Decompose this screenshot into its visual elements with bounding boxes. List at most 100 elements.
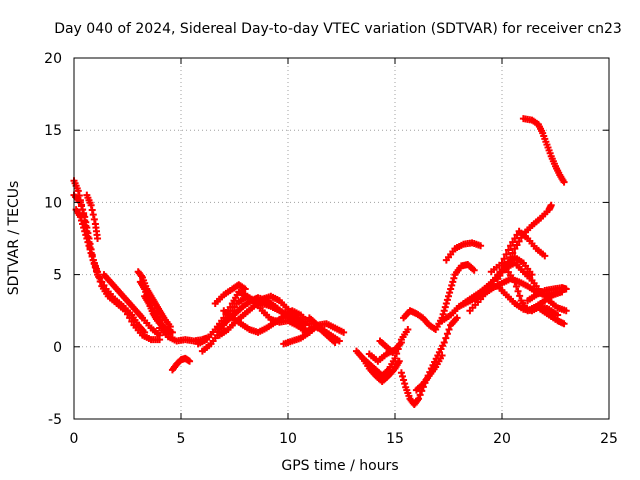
- data-point: [100, 281, 108, 289]
- data-point: [87, 249, 95, 257]
- data-point: [398, 372, 406, 380]
- data-point: [562, 307, 570, 315]
- data-point: [443, 330, 451, 338]
- data-point: [88, 253, 96, 261]
- data-point: [445, 292, 452, 300]
- data-point: [82, 231, 90, 239]
- data-point: [389, 349, 397, 357]
- data-point: [504, 246, 512, 254]
- data-point: [83, 235, 91, 242]
- series-track-aa: [442, 239, 485, 264]
- data-point: [441, 303, 449, 311]
- data-point: [141, 328, 149, 336]
- data-point: [98, 278, 106, 286]
- data-point: [515, 237, 523, 245]
- data-point: [438, 351, 446, 359]
- x-tick-label: 5: [177, 431, 186, 447]
- data-point: [340, 328, 348, 336]
- data-point: [241, 285, 249, 293]
- data-point: [77, 216, 85, 224]
- data-point: [498, 259, 506, 267]
- x-axis-ticks: 0 5 10 15 20 25: [70, 58, 618, 447]
- series-track-m: [211, 281, 249, 307]
- data-point: [447, 285, 455, 293]
- series-track-p: [220, 307, 313, 336]
- data-point: [477, 242, 485, 250]
- data-point: [547, 201, 555, 209]
- data-point: [87, 201, 95, 209]
- data-point: [80, 224, 88, 232]
- series-track-ai: [524, 284, 570, 305]
- data-point: [397, 338, 405, 346]
- data-point: [516, 292, 524, 300]
- y-tick-label: 10: [44, 195, 62, 211]
- data-point: [511, 245, 519, 253]
- data-point: [507, 242, 515, 250]
- y-axis-label: SDTVAR / TECUs: [6, 181, 22, 296]
- data-point: [507, 253, 515, 261]
- x-tick-label: 15: [386, 431, 404, 447]
- data-point: [504, 258, 512, 266]
- data-point: [79, 220, 87, 228]
- data-point: [186, 357, 194, 365]
- data-point: [90, 215, 98, 223]
- data-point: [513, 231, 521, 239]
- series-track-d: [83, 191, 102, 242]
- data-point: [562, 285, 570, 293]
- data-point: [84, 238, 92, 246]
- data-point: [79, 206, 87, 214]
- chart-title: Day 040 of 2024, Sidereal Day-to-day VTE…: [54, 21, 622, 37]
- data-point: [231, 303, 238, 311]
- data-point: [440, 307, 448, 315]
- data-point: [446, 289, 454, 297]
- data-point: [81, 227, 89, 235]
- series-track-e: [100, 271, 164, 339]
- x-tick-label: 20: [493, 431, 511, 447]
- x-tick-label: 10: [279, 431, 297, 447]
- data-point: [77, 202, 85, 210]
- data-point: [509, 238, 517, 246]
- data-point: [76, 213, 84, 221]
- data-point: [502, 250, 510, 258]
- series-track-w: [376, 337, 397, 357]
- data-points: [70, 115, 570, 409]
- series-track-aj: [537, 305, 568, 328]
- series-track-af: [487, 227, 549, 276]
- data-point: [94, 268, 102, 276]
- data-point: [513, 241, 521, 249]
- data-point: [560, 320, 568, 328]
- data-point: [442, 334, 450, 342]
- data-point: [511, 278, 519, 286]
- data-point: [450, 274, 458, 282]
- y-axis-ticks: -5 0 5 10 15 20: [44, 51, 609, 428]
- y-tick-label: 15: [44, 123, 62, 139]
- series-track-v: [365, 338, 405, 365]
- data-point: [96, 274, 104, 282]
- data-point: [416, 391, 424, 399]
- series-track-ak: [519, 115, 568, 186]
- series-track-z: [412, 351, 446, 394]
- series-track-j: [168, 354, 194, 374]
- y-tick-label: 0: [53, 340, 62, 356]
- data-point: [443, 296, 451, 304]
- data-point: [560, 178, 568, 186]
- data-point: [528, 271, 536, 279]
- data-point: [512, 283, 520, 291]
- data-point: [500, 255, 508, 263]
- data-point: [85, 242, 93, 250]
- data-point: [89, 211, 97, 219]
- y-tick-label: 20: [44, 51, 62, 67]
- data-point: [156, 331, 164, 339]
- data-point: [448, 281, 456, 289]
- data-point: [94, 235, 102, 242]
- data-point: [331, 338, 339, 346]
- data-point: [86, 245, 94, 253]
- series-track-y: [400, 260, 478, 333]
- data-point: [439, 310, 447, 318]
- x-axis-label: GPS time / hours: [281, 458, 398, 474]
- data-point: [442, 299, 450, 307]
- y-tick-label: -5: [48, 412, 62, 428]
- data-point: [395, 357, 403, 365]
